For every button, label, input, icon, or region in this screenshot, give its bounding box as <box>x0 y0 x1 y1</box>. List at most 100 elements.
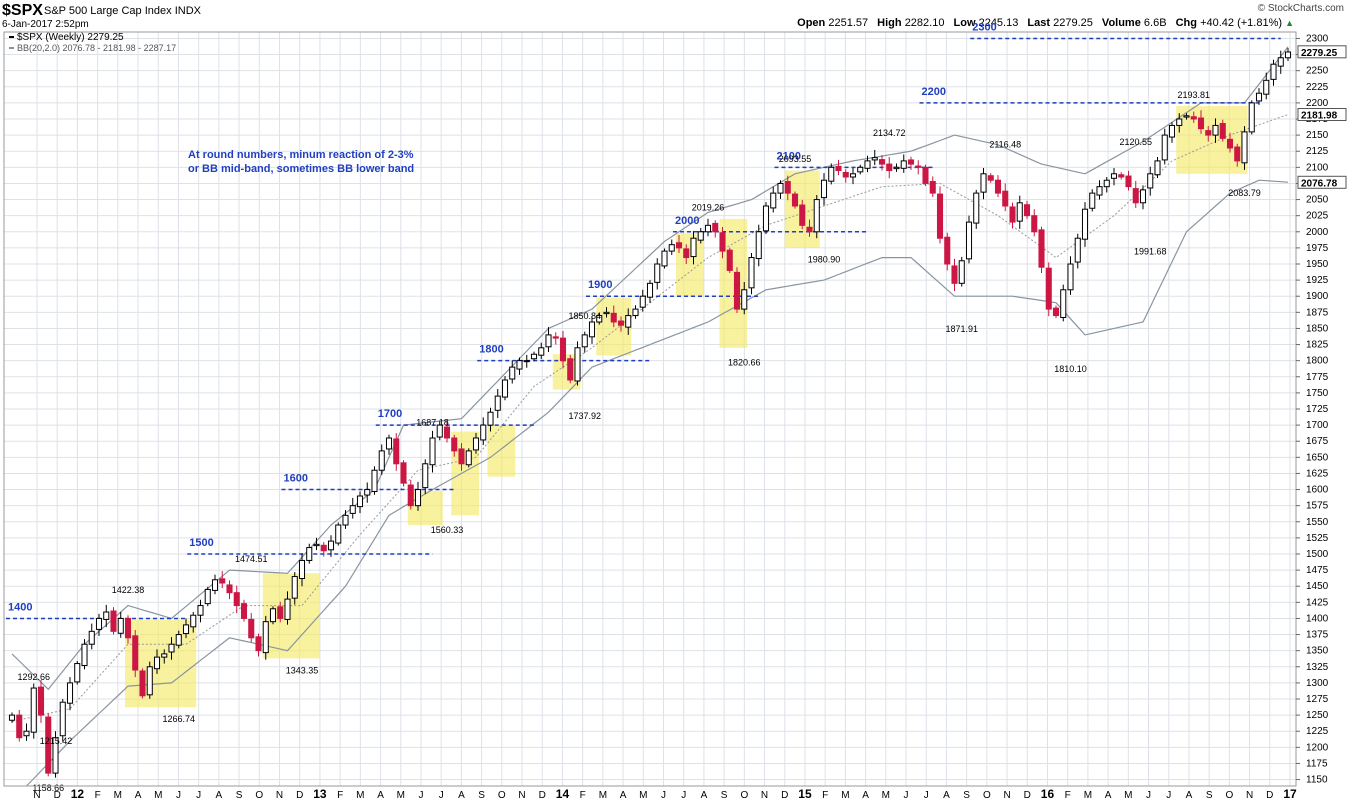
candle-body <box>886 163 893 172</box>
x-tick-label: N <box>518 790 525 801</box>
open-label: Open <box>797 17 826 29</box>
level-label: 1400 <box>8 601 32 613</box>
candle-body <box>516 360 523 370</box>
candle-body <box>762 205 770 232</box>
price-label: 1850.84 <box>568 311 601 321</box>
candle-body <box>45 716 52 774</box>
price-label: 1158.66 <box>32 783 64 793</box>
last-label: Last <box>1027 17 1051 29</box>
y-tick-label: 2150 <box>1306 130 1329 141</box>
candle-body <box>1248 102 1255 133</box>
candle-body <box>168 643 175 653</box>
x-tick-label: J <box>681 790 686 801</box>
symbol-description: S&P 500 Large Cap Index INDX <box>44 5 201 17</box>
x-tick-label: M <box>639 790 647 801</box>
annotation-line-1: At round numbers, minum reaction of 2-3% <box>188 149 414 161</box>
y-tick-label: 1575 <box>1306 501 1329 512</box>
chart-date: 6-Jan-2017 2:52pm <box>2 19 89 30</box>
candle-body <box>1190 116 1197 120</box>
candle-body <box>770 192 777 209</box>
x-tick-label: F <box>337 790 343 801</box>
candle-body <box>675 242 683 249</box>
x-tick-label: O <box>1225 790 1233 801</box>
x-tick-label: A <box>943 790 950 801</box>
candle-body <box>581 334 588 348</box>
candle-body <box>929 181 936 194</box>
candle-body <box>400 462 407 484</box>
candle-body <box>567 358 574 381</box>
candle-body <box>393 438 400 465</box>
x-tick-label: D <box>1266 790 1273 801</box>
candle-body <box>965 221 973 260</box>
candle-body <box>1052 307 1060 317</box>
grid <box>4 32 1296 786</box>
high-label: High <box>877 17 902 29</box>
y-tick-label: 2300 <box>1306 33 1329 44</box>
candle-body <box>719 232 726 252</box>
x-tick-label: S <box>1206 790 1213 801</box>
candle-body <box>385 437 393 450</box>
candle-body <box>973 192 980 224</box>
price-label: 1343.35 <box>286 666 319 676</box>
x-tick-label: S <box>963 790 970 801</box>
candle-body <box>639 295 646 308</box>
y-tick-label: 1225 <box>1306 726 1329 737</box>
y-tick-label: 1475 <box>1306 565 1329 576</box>
candle-body <box>835 165 842 172</box>
candle-body <box>313 543 320 547</box>
x-tick-label: O <box>740 790 748 801</box>
y-tick-label: 1300 <box>1306 678 1329 689</box>
price-label: 1991.68 <box>1134 247 1167 257</box>
candle-body <box>625 315 632 328</box>
high-value: 2282.10 <box>904 17 945 29</box>
candle-body <box>219 578 226 584</box>
candle-body <box>1139 189 1147 204</box>
x-tick-label: M <box>1084 790 1092 801</box>
candle-body <box>987 175 994 181</box>
candle-body <box>1176 118 1183 126</box>
level-label: 1600 <box>284 473 308 485</box>
y-tick-label: 1425 <box>1306 597 1329 608</box>
candle-body <box>864 160 871 169</box>
x-tick-label: 14 <box>556 787 570 801</box>
candle-body <box>248 618 255 639</box>
candle-body <box>610 312 617 323</box>
y-tick-label: 1250 <box>1306 710 1329 721</box>
price-label: 1474.51 <box>235 554 268 564</box>
candle-body <box>828 166 835 182</box>
right-price-tag: 2076.78 <box>1301 178 1338 189</box>
y-tick-label: 1975 <box>1306 243 1329 254</box>
candle-body <box>74 663 81 683</box>
candle-body <box>240 603 248 619</box>
candle-body <box>1023 204 1031 217</box>
candle-body <box>944 236 951 265</box>
candle-body <box>59 701 66 737</box>
x-tick-label: N <box>276 790 283 801</box>
candle-body <box>371 469 378 492</box>
y-tick-label: 1500 <box>1306 549 1329 560</box>
y-tick-label: 1850 <box>1306 323 1329 334</box>
candle-body <box>1197 117 1205 130</box>
right-price-tag-box <box>1297 45 1347 59</box>
candle-body <box>683 248 690 259</box>
y-tick-label: 1375 <box>1306 630 1329 641</box>
candle-body <box>951 265 958 284</box>
candle-body <box>1263 79 1270 95</box>
candle-body <box>298 559 306 579</box>
candle-body <box>1219 123 1226 139</box>
y-tick-label: 1525 <box>1306 533 1329 544</box>
candle-body <box>871 157 878 161</box>
candle-body <box>1168 124 1176 138</box>
y-tick-label: 2025 <box>1306 211 1329 222</box>
low-value: 2245.13 <box>978 17 1019 29</box>
y-tick-label: 1725 <box>1306 404 1329 415</box>
copyright: © StockCharts.com <box>1257 3 1344 14</box>
x-tick-label: D <box>1024 790 1031 801</box>
candle-body <box>66 682 74 704</box>
price-label: 2093.55 <box>779 154 812 164</box>
x-tick-label: J <box>418 790 423 801</box>
x-tick-label: 15 <box>798 787 812 801</box>
level-label: 1800 <box>479 344 503 356</box>
candle-body <box>559 337 567 362</box>
candle-body <box>574 347 581 382</box>
